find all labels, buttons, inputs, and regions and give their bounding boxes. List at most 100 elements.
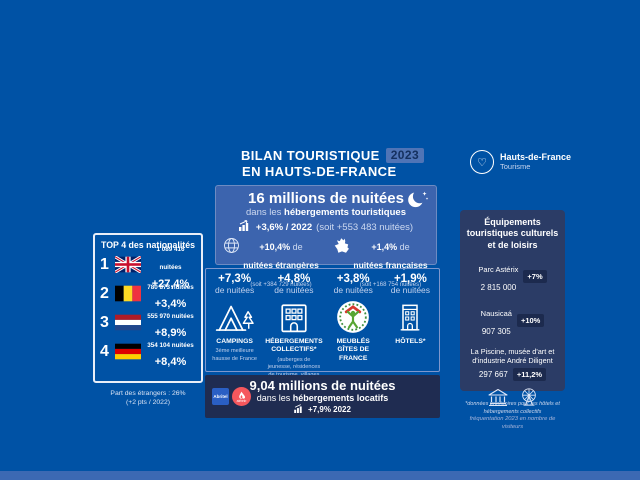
sector-pct: +7,3% <box>218 273 252 285</box>
locatifs-headline: 9,04 millions de nuitées <box>249 378 396 393</box>
sector-label: MEUBLÉS GÎTES DE FRANCE <box>336 338 370 362</box>
locatifs-growth-line: +7,9% 2022 <box>205 404 440 415</box>
sector-unit: de nuitées <box>333 285 373 295</box>
sector-campings: +7,3% de nuitées CAMPINGS 3ème meilleure… <box>206 269 263 371</box>
netherlands-flag-icon <box>115 314 141 331</box>
panel-nuitees-totales: 16 millions de nuitées dans les hébergem… <box>215 185 437 288</box>
equip-parc-asterix: Parc Astérix 2 815 000 +7% <box>460 259 565 295</box>
equip-nausicaa: Nausicaá 907 305 +10% <box>460 303 565 339</box>
foreign-pct: +10,4% <box>259 242 291 252</box>
nuitees-value: 354 104 nuitées <box>147 341 194 349</box>
rank-label: 4 <box>100 342 109 360</box>
sector-sublabel: 3ème meilleure hausse de France <box>212 348 257 362</box>
airbnb-logo: airbnb <box>232 387 251 406</box>
airbnb-belo-icon <box>239 391 246 399</box>
sector-unit: de nuitées <box>214 285 255 295</box>
sector-label: HÔTELS* <box>395 338 426 345</box>
abritel-label: Abritel <box>213 394 228 399</box>
sector-hotels: +1,9% de nuitées HÔTELS* <box>382 269 439 371</box>
sector-label: CAMPINGS <box>216 338 253 345</box>
main-subline: dans les hébergements touristiques <box>216 207 436 218</box>
title-line1: BILAN TOURISTIQUE <box>240 148 380 163</box>
sector-label: HÉBERGEMENTS COLLECTIFS* <box>265 338 323 354</box>
page-title: BILAN TOURISTIQUE 2023 EN HAUTS-DE-FRANC… <box>220 148 445 179</box>
brand-logo: ♡ Hauts-de-France Tourisme <box>470 150 571 174</box>
moon-icon <box>407 189 429 213</box>
sector-pct: +1,9% <box>393 273 427 285</box>
part-etrangers-line2: (+2 pts / 2022) <box>125 399 171 407</box>
equip-name: Nausicaá <box>480 308 512 318</box>
museum-icon <box>487 387 509 412</box>
france-map-icon <box>334 237 350 291</box>
french-de: de <box>397 242 410 252</box>
globe-icon <box>223 237 240 291</box>
french-label: nuitées françaises <box>353 260 428 270</box>
growth-chart-icon <box>238 220 252 234</box>
panel-types-hebergement: +7,3% de nuitées CAMPINGS 3ème meilleure… <box>205 268 440 385</box>
foreign-label: nuitées étrangères <box>243 260 319 270</box>
rank-label: 2 <box>100 284 109 302</box>
sector-unit: de nuitées <box>390 285 431 295</box>
hotel-icon <box>382 297 439 337</box>
equip-badge: +10% <box>516 314 545 328</box>
germany-flag-icon <box>115 343 141 360</box>
french-detail: (soit +168 754 nuitées) <box>359 282 422 288</box>
part-etrangers-line1: Part des étrangers : 26% <box>110 390 186 397</box>
growth-chart-icon <box>294 404 305 415</box>
nuitees-value: 1 089 416 nuitées <box>156 245 185 271</box>
part-etrangers-note: Part des étrangers : 26% (+2 pts / 2022) <box>88 389 208 407</box>
equip-value: 297 667 <box>478 369 508 379</box>
sector-hebergements-collectifs: +4,8% de nuitées HÉBERGEMENTS COLLECTIFS… <box>263 269 324 385</box>
equip-name: Parc Astérix <box>478 264 519 274</box>
uk-flag-icon <box>115 256 141 273</box>
nuitees-value: 555 970 nuitées <box>147 312 194 320</box>
year-badge: 2023 <box>385 148 425 163</box>
nuitees-pct: +27,4% <box>151 277 190 290</box>
main-headline: 16 millions de nuitées <box>248 190 404 207</box>
rank-label: 3 <box>100 313 109 331</box>
equip-la-piscine-value-row: 297 667 +11,2% <box>460 367 565 381</box>
main-growth: +3,6% / 2022 <box>255 221 313 233</box>
bottom-edge-strip <box>0 471 640 480</box>
title-line2: EN HAUTS-DE-FRANCE <box>242 164 397 179</box>
equip-value: 907 305 <box>481 326 511 336</box>
french-pct: +1,4% <box>371 242 398 252</box>
airbnb-label: airbnb <box>236 398 247 403</box>
foreign-de: de <box>290 242 303 252</box>
main-subline-prefix: dans les <box>246 207 285 218</box>
sector-pct: +4,8% <box>277 273 311 285</box>
equipements-note: fréquentation 2023 en nombre de visiteur… <box>469 415 556 430</box>
stat-nuitees-francaises: +1,4% de nuitées françaises (soit +168 7… <box>326 237 436 291</box>
sector-pct: +3,8% <box>336 273 370 285</box>
locatifs-subline-prefix: dans les <box>256 393 293 403</box>
main-subline-bold: hébergements touristiques <box>284 207 406 218</box>
equip-badge: +11,2% <box>512 367 547 381</box>
locatifs-growth: +7,9% 2022 <box>308 405 351 414</box>
equipements-title: Équipements touristiques culturels et de… <box>466 217 559 250</box>
equip-la-piscine-name: La Piscine, musée d'art et d'industrie A… <box>470 346 555 365</box>
main-growth-detail: (soit +553 483 nuitées) <box>316 221 414 233</box>
brand-subtitle: Tourisme <box>500 162 531 172</box>
panel-hebergements-locatifs: Abritel airbnb 9,04 millions de nuitées … <box>205 375 440 418</box>
nuitees-value: 780 873 nuitées <box>147 283 194 291</box>
panel-equipements: Équipements touristiques culturels et de… <box>460 210 565 430</box>
nationality-row-belgium: 2 780 873 nuitées +3,4% <box>95 279 201 310</box>
nuitees-pct: +8,4% <box>154 355 187 368</box>
rank-label: 1 <box>100 255 109 273</box>
nationality-row-uk: 1 1 089 416 nuitées +27,4% <box>95 246 201 290</box>
stat-nuitees-etrangeres: +10,4% de nuitées étrangères (soit +384 … <box>216 237 326 291</box>
belgium-flag-icon <box>115 285 141 302</box>
nuitees-pct: +3,4% <box>154 297 187 310</box>
locatifs-subline-bold: hébergements locatifs <box>292 393 389 403</box>
tent-icon <box>206 297 263 337</box>
footnote-provisional-data: *données provisoires pour les hôtels et … <box>465 401 560 415</box>
sector-unit: de nuitées <box>274 285 314 295</box>
heart-icon: ♡ <box>470 150 494 174</box>
gites-de-france-logo-icon <box>325 297 382 337</box>
sector-gites-de-france: +3,8% de nuitées MEUBLÉS GÎTES DE FRANCE <box>325 269 382 371</box>
abritel-logo: Abritel <box>212 388 229 405</box>
equip-badge: +7% <box>523 270 547 284</box>
nationality-row-netherlands: 3 555 970 nuitées +8,9% <box>95 308 201 339</box>
nuitees-pct: +8,9% <box>154 326 187 339</box>
